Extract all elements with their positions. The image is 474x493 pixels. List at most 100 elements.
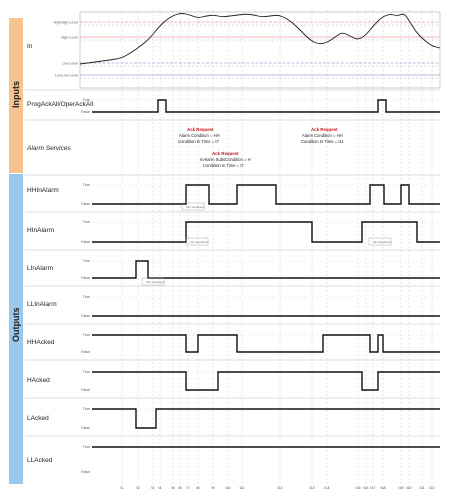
lane-label: Alarm Services (26, 145, 71, 152)
signal-waveform (92, 408, 440, 429)
lane-hin: HInAlarm True False (27, 220, 440, 244)
alarm-level-lines: HighHigh Level High Level Low Level LowLow … (54, 11, 441, 89)
time-label: t13 (310, 486, 315, 490)
time-label: t5 (172, 486, 175, 490)
inputs-section-bar (9, 18, 23, 173)
outputs-section-label: Outputs (11, 308, 21, 343)
false-label: False (81, 276, 90, 280)
lane-lack: LAcked True False (27, 407, 440, 430)
time-label: t7 (187, 486, 190, 490)
false-label: False (81, 202, 90, 206)
time-label: t16 (364, 486, 369, 490)
annotation-line: Condition In Time = t11 (301, 139, 345, 144)
false-label: False (81, 314, 90, 318)
true-label: True (83, 98, 90, 102)
time-label: t11 (240, 486, 245, 490)
time-label: t18 (381, 486, 386, 490)
annotation-line: Condition In Time = t7 (178, 139, 220, 144)
level-label: HighHigh Level (54, 21, 79, 25)
signal-waveform (92, 184, 440, 205)
signal-waveform (92, 260, 440, 279)
lane-label: HAcked (27, 377, 50, 384)
lane-label: LLAcked (27, 457, 53, 464)
time-grid (121, 10, 433, 486)
annotation-line: Alarm Condition = HH (179, 133, 220, 138)
true-label: True (83, 295, 90, 299)
lane-services: Alarm Services (26, 145, 71, 152)
signal-waveform (92, 334, 440, 353)
time-label: t6 (179, 486, 182, 490)
lane-llack: LLAcked True False (27, 445, 440, 474)
level-label: LowLow Level (55, 74, 78, 78)
lane-hhin: HHInAlarm True False (27, 183, 440, 206)
annotation-title: Ack Request (212, 151, 239, 156)
lane-hack: HAcked True False (27, 370, 440, 392)
time-label: t2 (137, 486, 140, 490)
time-label: t14 (325, 486, 330, 490)
annotation-line: Alarm Condition = HH (302, 133, 343, 138)
annotation-line: InAlarm SubsCondition = H (200, 157, 251, 162)
deadband-notes: Alm Deadband Alm Deadband Alm Deadband A… (141, 202, 392, 286)
true-label: True (83, 333, 90, 337)
level-label: High Level (61, 36, 78, 40)
lane-label: LAcked (27, 415, 49, 422)
time-label: t9 (212, 486, 215, 490)
lane-label: HInAlarm (27, 227, 54, 234)
signal-waveform (92, 371, 440, 391)
lane-separators (25, 89, 440, 437)
false-label: False (81, 110, 90, 114)
in-lane-label: In (27, 43, 33, 50)
time-label: t19 (399, 486, 404, 490)
time-label: t8 (197, 486, 200, 490)
deadband-note: Alm Deadband (146, 280, 165, 284)
true-label: True (83, 370, 90, 374)
false-label: False (81, 350, 90, 354)
annotation-title: Ack Request (187, 127, 214, 132)
lane-lin: LInAlarm True False (27, 259, 440, 280)
false-label: False (81, 388, 90, 392)
false-label: False (81, 426, 90, 430)
deadband-note: Alm Deadband (190, 240, 209, 244)
lane-label: LLInAlarm (27, 301, 57, 308)
lane-hhack: HHAcked True False (27, 333, 440, 354)
lane-label: HHAcked (27, 339, 55, 346)
time-label: t17 (371, 486, 376, 490)
level-label: Low Level (62, 62, 78, 66)
time-label: t21 (420, 486, 425, 490)
deadband-note: Alm Deadband (186, 205, 205, 209)
inputs-section-label: Inputs (11, 81, 21, 108)
deadband-note: Alm Deadband (373, 240, 392, 244)
time-label: t22 (430, 486, 435, 490)
lane-llin: LLInAlarm True False (27, 295, 440, 318)
input-signal-waveform (79, 13, 441, 65)
annotation-title: Ack Request (311, 127, 338, 132)
true-label: True (83, 220, 90, 224)
lane-label: LInAlarm (27, 265, 53, 272)
true-label: True (83, 259, 90, 263)
time-label: t10 (226, 486, 231, 490)
ack-request-annotation-2: Ack Request InAlarm SubsCondition = H Co… (200, 151, 251, 168)
lane-label: HHInAlarm (27, 187, 59, 194)
lane-label: ProgAckAll/OperAckAll (27, 101, 94, 108)
ack-request-annotation-1: Ack Request Alarm Condition = HH Conditi… (178, 127, 220, 144)
time-label: t20 (407, 486, 412, 490)
false-label: False (81, 470, 90, 474)
true-label: True (83, 445, 90, 449)
time-label: t3 (152, 486, 155, 490)
ack-request-annotation-3: Ack Request Alarm Condition = HH Conditi… (301, 127, 345, 144)
true-label: True (83, 407, 90, 411)
time-label: t4 (159, 486, 162, 490)
true-label: True (83, 183, 90, 187)
annotation-line: Condition In Time = t7 (203, 163, 245, 168)
time-label: t12 (278, 486, 283, 490)
signal-waveform (92, 221, 440, 243)
signal-waveform (92, 99, 440, 113)
false-label: False (81, 240, 90, 244)
time-label: t1 (121, 486, 124, 490)
outputs-section-bar (9, 174, 23, 484)
time-label: t15 (356, 486, 361, 490)
time-axis-labels: t1 t2 t3 t4 t5 t6 t7 t8 t9 t10 t11 t12 t13 t14 t15 t16 t… (121, 486, 435, 490)
